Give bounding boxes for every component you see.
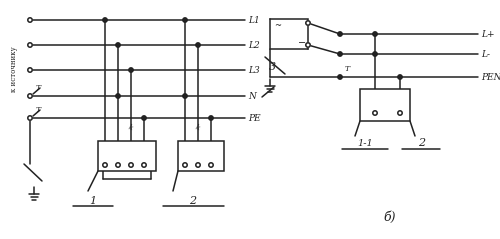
Circle shape	[28, 116, 32, 120]
Text: к источнику: к источнику	[10, 46, 18, 92]
Bar	[360, 89, 410, 121]
Text: 2: 2	[190, 196, 196, 206]
Circle shape	[183, 18, 187, 22]
Circle shape	[28, 43, 32, 47]
Circle shape	[103, 18, 107, 22]
Circle shape	[398, 75, 402, 79]
Circle shape	[338, 52, 342, 56]
Text: L1: L1	[248, 16, 260, 25]
Circle shape	[373, 111, 377, 115]
Text: 1: 1	[90, 196, 96, 206]
Circle shape	[129, 68, 133, 72]
Text: N: N	[248, 92, 256, 101]
Circle shape	[116, 43, 120, 47]
Circle shape	[129, 163, 133, 167]
Bar	[178, 141, 224, 171]
Text: 1-1: 1-1	[357, 138, 373, 147]
Text: k: k	[126, 123, 134, 132]
Circle shape	[373, 32, 377, 36]
Text: L+: L+	[481, 29, 494, 38]
Text: T: T	[36, 84, 41, 92]
Circle shape	[196, 163, 200, 167]
Circle shape	[116, 94, 120, 98]
Circle shape	[183, 94, 187, 98]
Circle shape	[373, 52, 377, 56]
Circle shape	[183, 163, 187, 167]
Circle shape	[28, 94, 32, 98]
Circle shape	[28, 68, 32, 72]
Text: L3: L3	[248, 65, 260, 75]
Circle shape	[338, 32, 342, 36]
Circle shape	[338, 75, 342, 79]
Bar	[270, 19, 308, 49]
Circle shape	[196, 43, 200, 47]
Circle shape	[142, 163, 146, 167]
Text: L2: L2	[248, 40, 260, 49]
Text: T: T	[345, 65, 350, 73]
Text: PE: PE	[248, 114, 260, 123]
Circle shape	[398, 111, 402, 115]
Text: б): б)	[384, 211, 396, 223]
Circle shape	[116, 163, 120, 167]
Circle shape	[209, 116, 213, 120]
Text: k: k	[194, 123, 200, 132]
Text: 2: 2	[418, 138, 426, 148]
Text: PEN: PEN	[481, 72, 500, 81]
Text: 3: 3	[268, 62, 276, 72]
Circle shape	[28, 18, 32, 22]
Text: L-: L-	[481, 49, 490, 59]
Text: T: T	[36, 106, 41, 114]
Circle shape	[306, 43, 310, 47]
Circle shape	[306, 21, 310, 25]
Bar	[98, 141, 156, 171]
Circle shape	[103, 163, 107, 167]
Circle shape	[142, 116, 146, 120]
Text: ~: ~	[274, 22, 281, 31]
Circle shape	[209, 163, 213, 167]
Text: −: −	[298, 38, 306, 48]
